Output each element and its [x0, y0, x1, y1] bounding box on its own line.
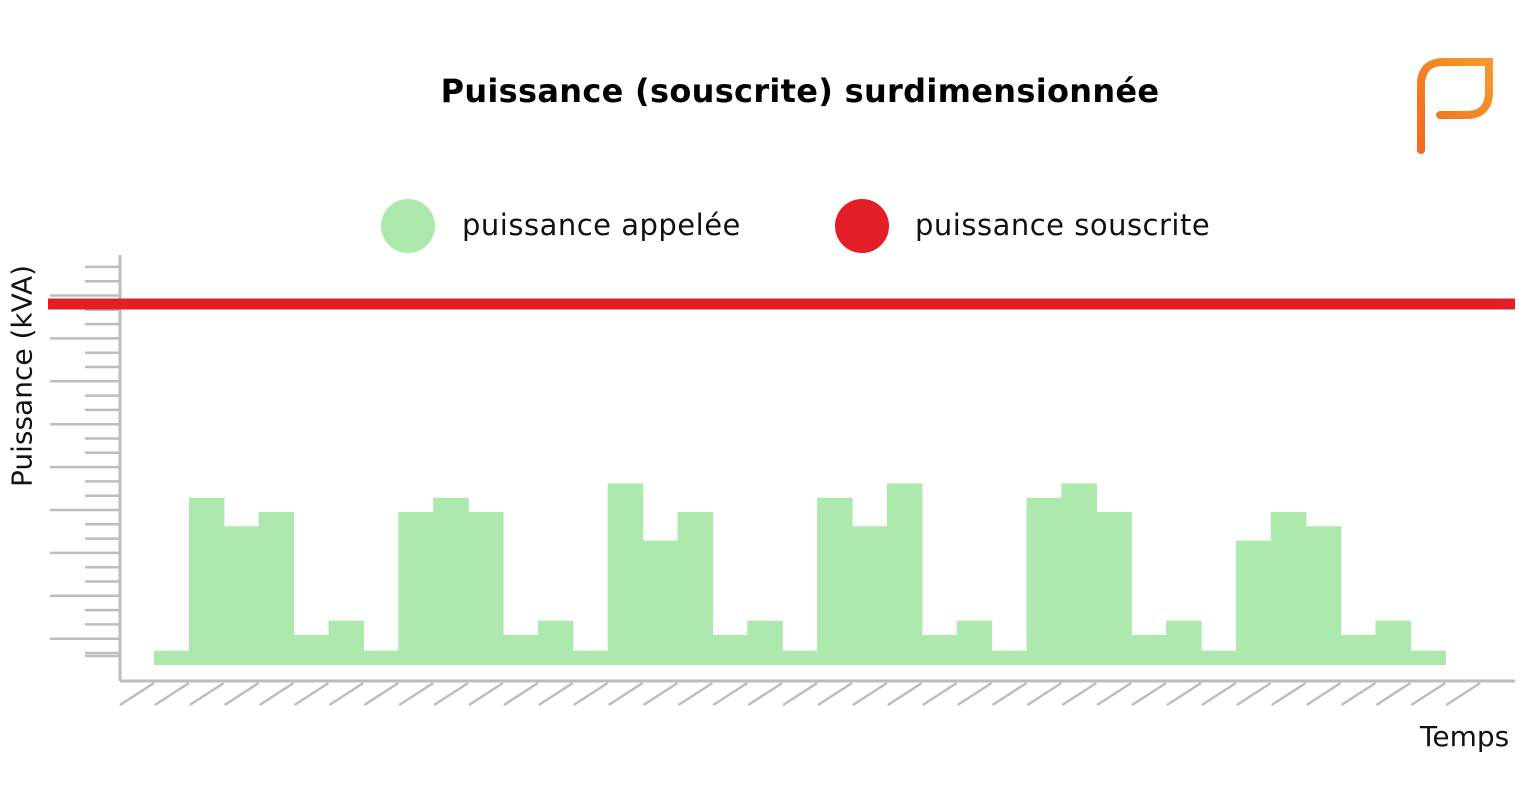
x-axis-hatch	[852, 681, 888, 707]
bar	[712, 634, 748, 665]
bar	[886, 483, 923, 665]
bar	[607, 483, 644, 665]
bar	[921, 634, 958, 665]
bar	[1096, 511, 1132, 665]
x-axis-label: Temps	[1420, 720, 1510, 753]
x-axis-hatch	[1271, 681, 1307, 707]
bar	[817, 497, 853, 665]
x-axis-hatch	[1166, 681, 1202, 707]
x-axis-hatch	[1026, 681, 1063, 707]
bar	[572, 650, 609, 665]
bar	[991, 650, 1028, 665]
x-axis-hatch	[712, 681, 748, 707]
legend-marker-puissance-appelee	[381, 199, 435, 253]
x-axis-hatch	[922, 681, 958, 707]
bar	[642, 540, 679, 665]
bar	[1375, 620, 1411, 665]
x-axis-hatch	[573, 681, 609, 707]
legend-marker-puissance-souscrite	[835, 199, 889, 253]
x-axis-hatch	[398, 681, 434, 707]
bar	[398, 511, 434, 665]
x-axis-hatch	[1201, 681, 1237, 707]
bar	[293, 634, 330, 665]
bar	[852, 526, 888, 665]
x-axis-hatch	[642, 681, 679, 707]
x-axis-hatch	[1061, 681, 1097, 707]
x-axis-hatch	[1410, 681, 1446, 707]
x-axis-hatch	[119, 681, 155, 707]
x-axis-hatch	[1340, 681, 1377, 707]
bar	[503, 634, 539, 665]
bar	[1340, 634, 1377, 665]
legend-label-puissance-souscrite: puissance souscrite	[915, 208, 1211, 242]
bar	[1305, 526, 1342, 665]
x-axis-hatch	[817, 681, 853, 707]
bar	[1270, 511, 1307, 665]
bar	[537, 620, 574, 665]
x-axis-hatch	[538, 681, 574, 707]
x-axis-hatch	[258, 681, 295, 707]
bar	[363, 650, 399, 665]
bar	[1061, 483, 1097, 665]
x-axis-hatch	[293, 681, 330, 707]
bar	[782, 650, 818, 665]
bar	[956, 620, 993, 665]
x-axis-hatch	[607, 681, 644, 707]
x-axis-hatch	[887, 681, 923, 707]
x-axis-hatch	[363, 681, 399, 707]
x-axis-hatch	[433, 681, 469, 707]
bar	[433, 497, 469, 665]
x-axis-hatch	[503, 681, 539, 707]
x-axis-hatch	[224, 681, 260, 707]
x-axis-hatch	[782, 681, 818, 707]
bar	[1026, 497, 1062, 665]
legend-label-puissance-appelee: puissance appelée	[462, 208, 741, 242]
x-axis-hatch	[677, 681, 714, 707]
bar	[677, 511, 713, 665]
bar	[468, 511, 504, 665]
bar	[1201, 650, 1237, 665]
bar	[258, 511, 295, 665]
x-axis-hatch	[747, 681, 783, 707]
bar	[1166, 620, 1202, 665]
x-axis-hatch	[1445, 681, 1481, 707]
bar	[328, 620, 364, 665]
bar	[1410, 650, 1446, 665]
x-axis-hatch	[1236, 681, 1272, 707]
bar	[223, 526, 260, 665]
x-axis-hatch	[1131, 681, 1167, 707]
x-axis-hatch	[1096, 681, 1132, 707]
bar	[1131, 634, 1167, 665]
bar	[154, 650, 190, 665]
x-axis-hatch	[154, 681, 190, 707]
x-axis-hatch	[1375, 681, 1412, 707]
x-axis-hatch	[991, 681, 1028, 707]
x-axis-hatch	[1305, 681, 1342, 707]
x-axis-hatch	[956, 681, 993, 707]
bar	[747, 620, 783, 665]
x-axis-hatch	[328, 681, 365, 707]
x-axis-hatch	[468, 681, 504, 707]
bar	[1235, 540, 1272, 665]
x-axis-hatch	[189, 681, 225, 707]
bar	[188, 497, 225, 665]
chart-title: Puissance (souscrite) surdimensionnée	[440, 72, 1160, 110]
